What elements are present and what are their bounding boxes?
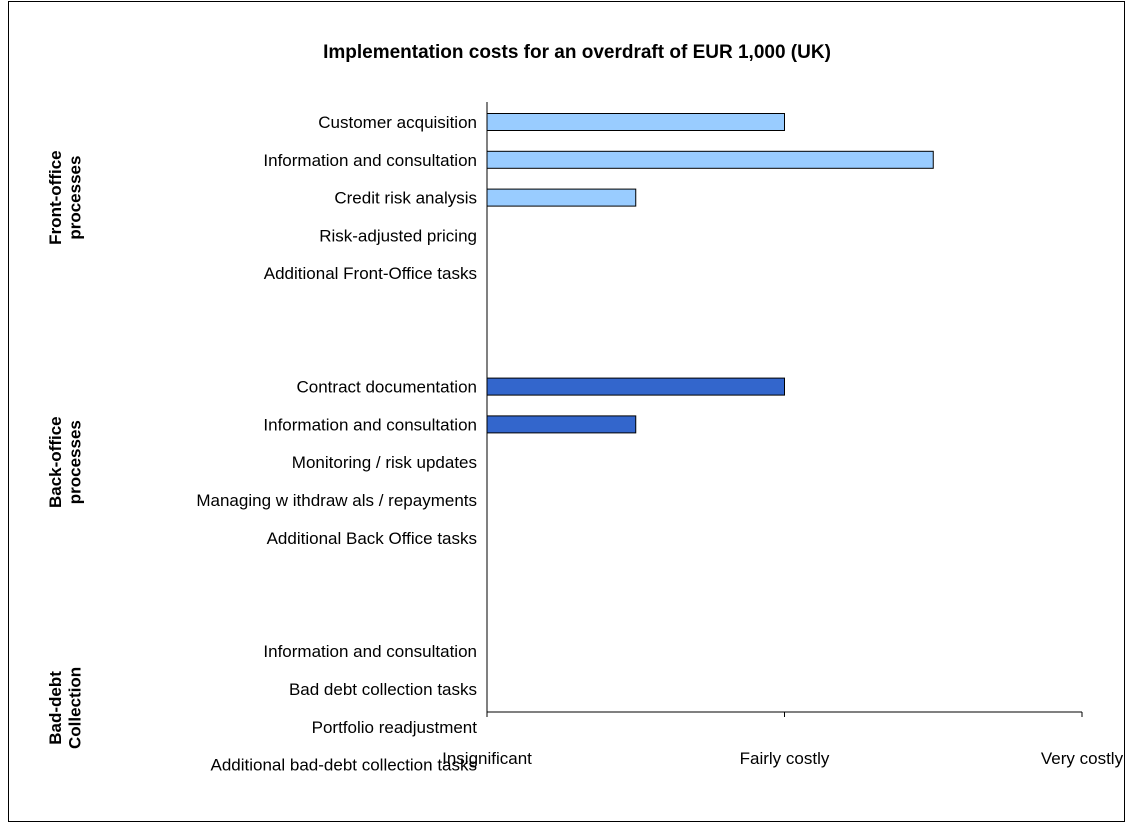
x-tick-label: Insignificant: [442, 749, 532, 768]
bar: [486, 113, 785, 131]
group-label: Bad-debtCollection: [46, 667, 85, 749]
group-label-line: Bad-debt: [46, 671, 65, 745]
chart-frame: Implementation costs for an overdraft of…: [8, 1, 1125, 822]
x-tick-label: Very costly: [1041, 749, 1124, 768]
group-label-line: Front-office: [46, 150, 65, 244]
group-label-line: processes: [66, 156, 85, 240]
bar: [486, 188, 637, 207]
category-label: Risk-adjusted pricing: [319, 226, 477, 245]
chart-title: Implementation costs for an overdraft of…: [323, 42, 831, 63]
bar: [486, 377, 785, 396]
category-label: Bad debt collection tasks: [289, 680, 477, 699]
bar: [486, 415, 637, 434]
category-label: Credit risk analysis: [334, 189, 477, 208]
x-tick-label: Fairly costly: [740, 749, 830, 768]
group-label-line: Collection: [66, 667, 85, 749]
category-label: Information and consultation: [263, 642, 477, 661]
category-label: Managing w ithdraw als / repayments: [196, 491, 477, 510]
category-label: Additional Front-Office tasks: [264, 264, 477, 283]
group-label-line: processes: [66, 420, 85, 504]
category-label: Information and consultation: [263, 151, 477, 170]
group-label: Back-officeprocesses: [46, 416, 85, 508]
bar-chart: Implementation costs for an overdraft of…: [46, 42, 1124, 775]
category-label: Additional Back Office tasks: [267, 529, 477, 548]
category-label: Portfolio readjustment: [312, 718, 478, 737]
category-label: Contract documentation: [297, 378, 478, 397]
category-label: Additional bad-debt collection tasks: [211, 756, 478, 775]
group-label-line: Back-office: [46, 416, 65, 508]
group-label: Front-officeprocesses: [46, 150, 85, 244]
category-label: Customer acquisition: [318, 113, 477, 132]
category-label: Monitoring / risk updates: [292, 453, 477, 472]
category-label: Information and consultation: [263, 415, 477, 434]
bar: [486, 150, 934, 169]
